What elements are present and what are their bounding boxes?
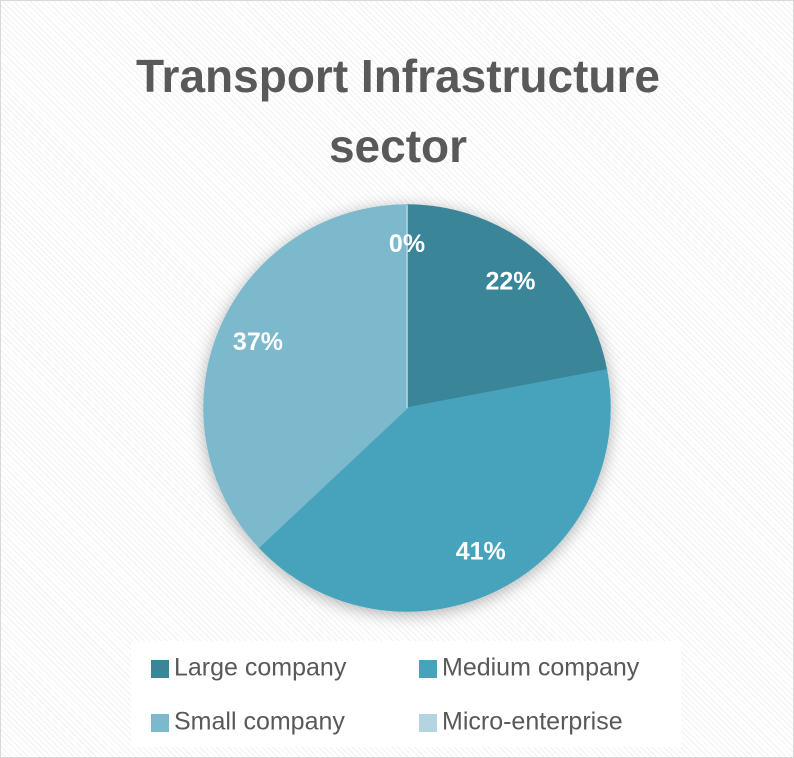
pie [203,204,611,612]
pie-slice [406,204,608,409]
legend-swatch [419,660,437,678]
data-label: 0% [389,230,425,258]
legend-label: Medium company [442,654,640,682]
chart-title: Transport Infrastructure sector [136,50,660,172]
legend-swatch [151,714,169,732]
legend-swatch [419,714,437,732]
legend-label: Large company [174,654,347,682]
pie-slice [257,369,611,612]
legend-box [131,641,681,747]
data-label: 22% [485,267,535,295]
data-label: 41% [456,537,506,565]
legend-swatch [151,660,169,678]
legend-label: Micro-enterprise [442,708,623,736]
legend-label: Small company [174,708,345,736]
data-label: 37% [233,328,283,356]
pie-slice [203,204,408,549]
